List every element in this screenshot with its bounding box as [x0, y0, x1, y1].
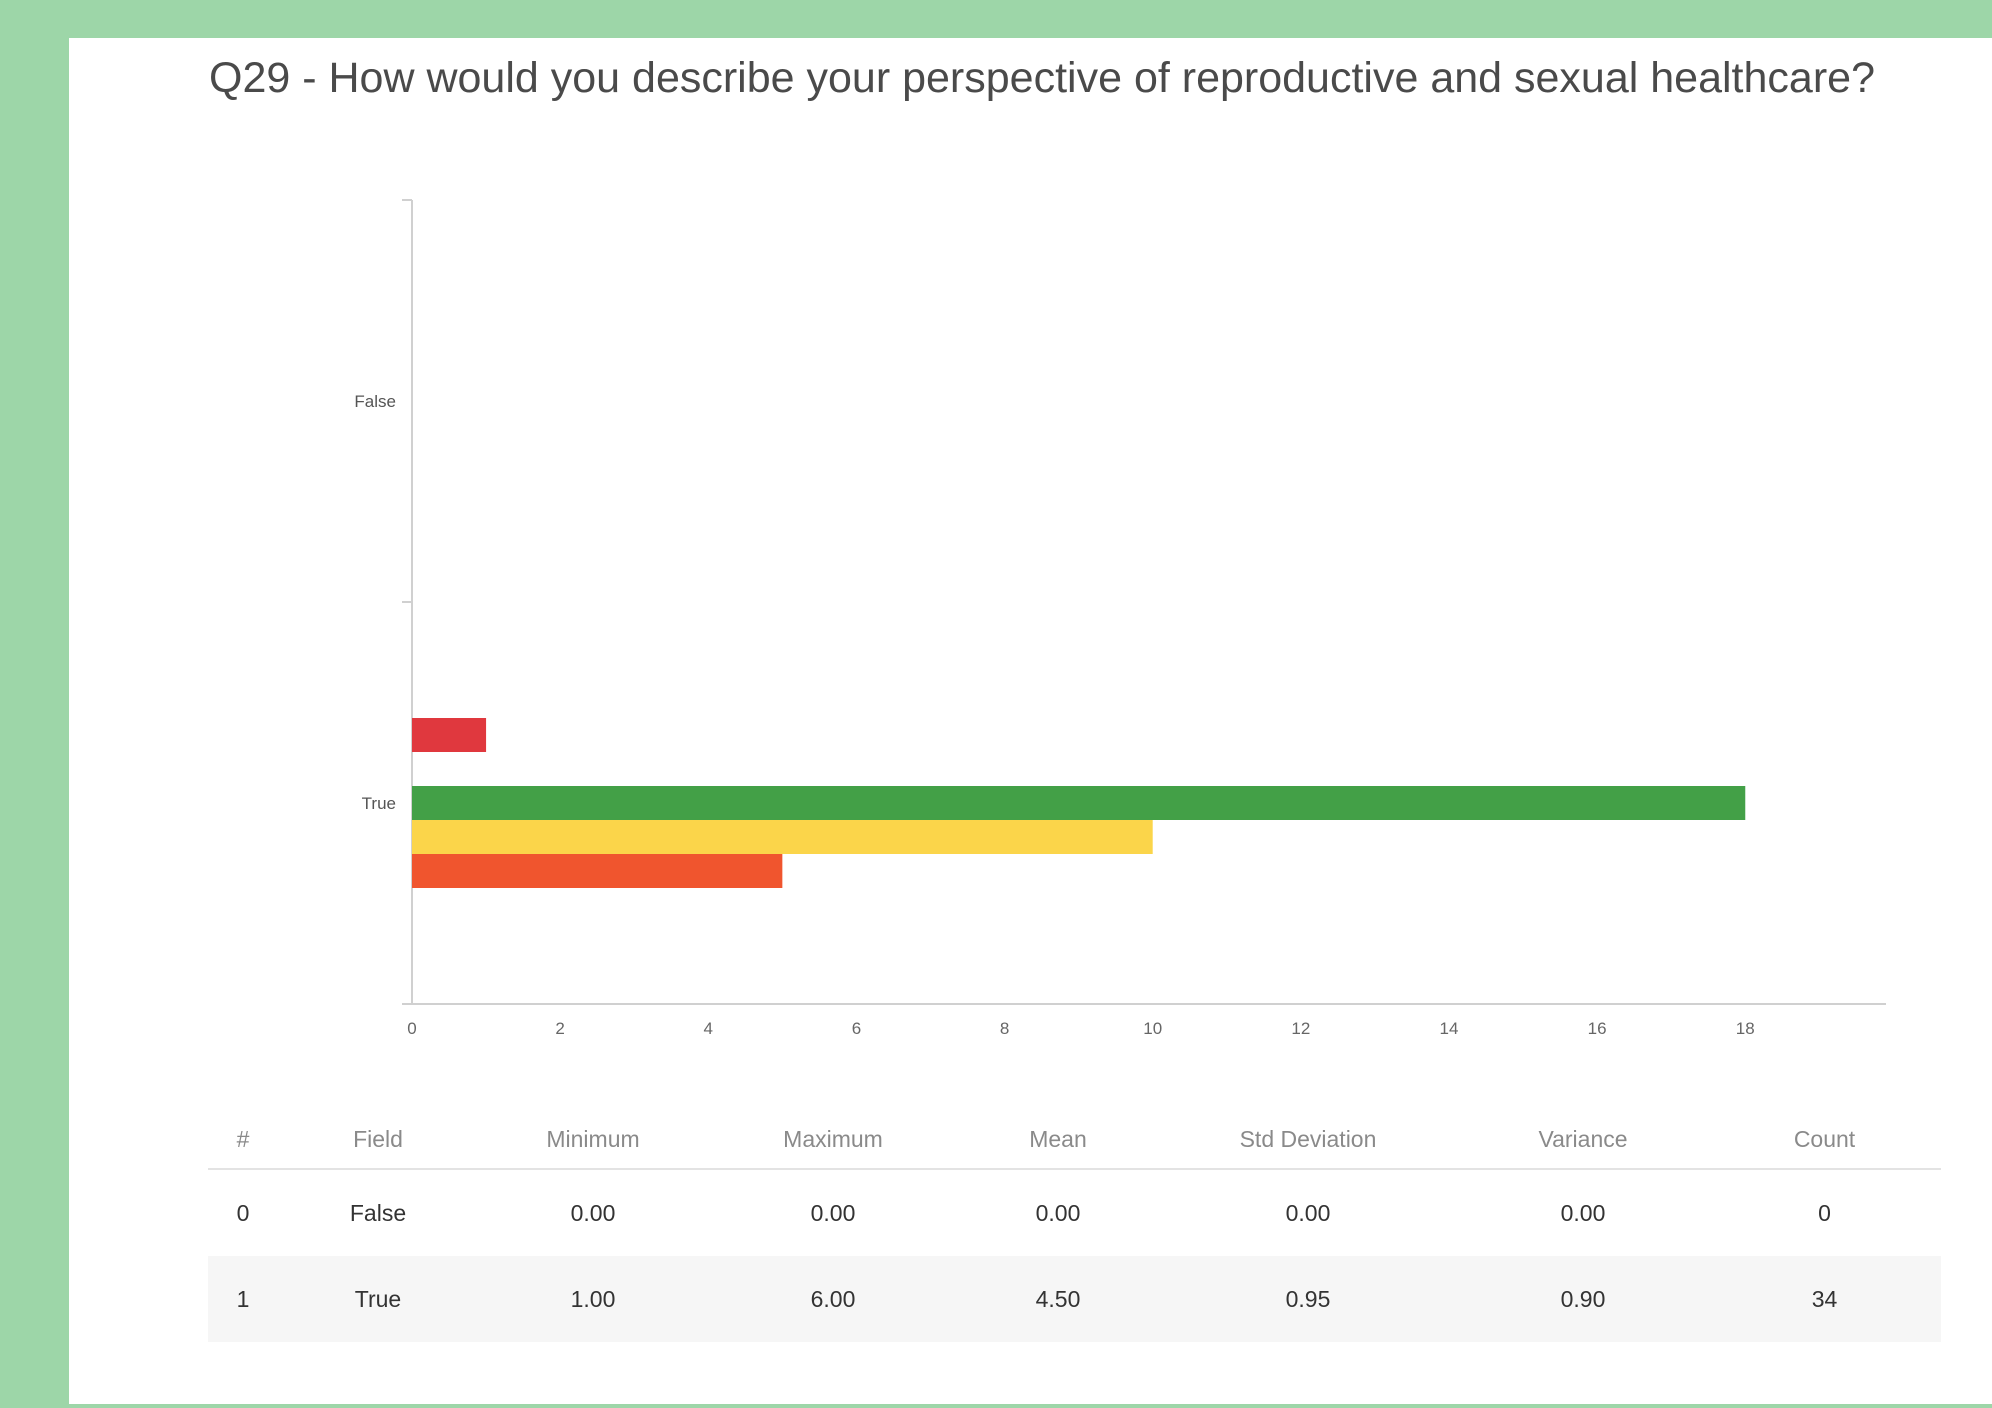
x-tick-label: 18	[1736, 1019, 1755, 1038]
x-tick-label: 8	[1000, 1019, 1009, 1038]
table-cell: False	[349, 1199, 407, 1226]
x-tick-label: 16	[1588, 1019, 1607, 1038]
table-header-row: # Field Minimum Maximum Mean Std Deviati…	[208, 1110, 1941, 1170]
x-tick-label: 10	[1143, 1019, 1162, 1038]
column-header: Count	[1708, 1110, 1941, 1170]
table-cell: 0.00	[1285, 1199, 1331, 1226]
table-row: 0 False 0.00 0.00 0.00 0.00 0.00 0	[208, 1169, 1941, 1256]
table-cell: 0.00	[810, 1199, 856, 1226]
column-header: Mean	[958, 1110, 1158, 1170]
table-cell: 6.00	[708, 1256, 958, 1342]
table-cell: 0	[236, 1199, 250, 1226]
x-tick-label: 4	[704, 1019, 713, 1038]
column-header: Maximum	[708, 1110, 958, 1170]
bar	[412, 786, 1746, 820]
column-header: Field	[278, 1110, 478, 1170]
page-title: Q29 - How would you describe your perspe…	[209, 54, 1875, 102]
stats-table: # Field Minimum Maximum Mean Std Deviati…	[208, 1110, 1941, 1342]
table-cell: True	[278, 1256, 478, 1342]
table-row: 1 True 1.00 6.00 4.50 0.95 0.90 34	[208, 1256, 1941, 1342]
table-cell: 1.00	[478, 1256, 708, 1342]
table-cell: 4.50	[958, 1256, 1158, 1342]
column-header: Variance	[1458, 1110, 1708, 1170]
table-cell: 0.00	[1560, 1199, 1606, 1226]
table-cell: 0.90	[1458, 1256, 1708, 1342]
report-card: Q29 - How would you describe your perspe…	[69, 38, 1992, 1404]
table-cell: 0	[1818, 1199, 1831, 1226]
bar	[412, 820, 1153, 854]
bar	[412, 854, 783, 888]
category-label: True	[362, 794, 396, 813]
column-header: Std Deviation	[1158, 1110, 1458, 1170]
category-labels: False True	[354, 392, 396, 813]
column-header: #	[208, 1110, 278, 1170]
x-tick-label: 12	[1291, 1019, 1310, 1038]
bars	[412, 718, 1746, 888]
x-tick-label: 14	[1440, 1019, 1459, 1038]
table-cell: 1	[208, 1256, 278, 1342]
table-cell: 0.00	[1035, 1199, 1081, 1226]
table-cell: 34	[1708, 1256, 1941, 1342]
x-tick-label: 2	[555, 1019, 564, 1038]
table-cell: 0.00	[570, 1199, 616, 1226]
table-cell: 0.95	[1158, 1256, 1458, 1342]
bar	[412, 718, 487, 752]
x-tick-labels: 0 2 4 6 8 10 12 14 16 18	[407, 1019, 1754, 1038]
bar-chart: False True 0 2 4 6 8 10 12 14 16 18	[354, 199, 1886, 1038]
x-tick-label: 6	[852, 1019, 861, 1038]
category-label: False	[354, 392, 396, 411]
column-header: Minimum	[478, 1110, 708, 1170]
x-tick-label: 0	[407, 1019, 416, 1038]
